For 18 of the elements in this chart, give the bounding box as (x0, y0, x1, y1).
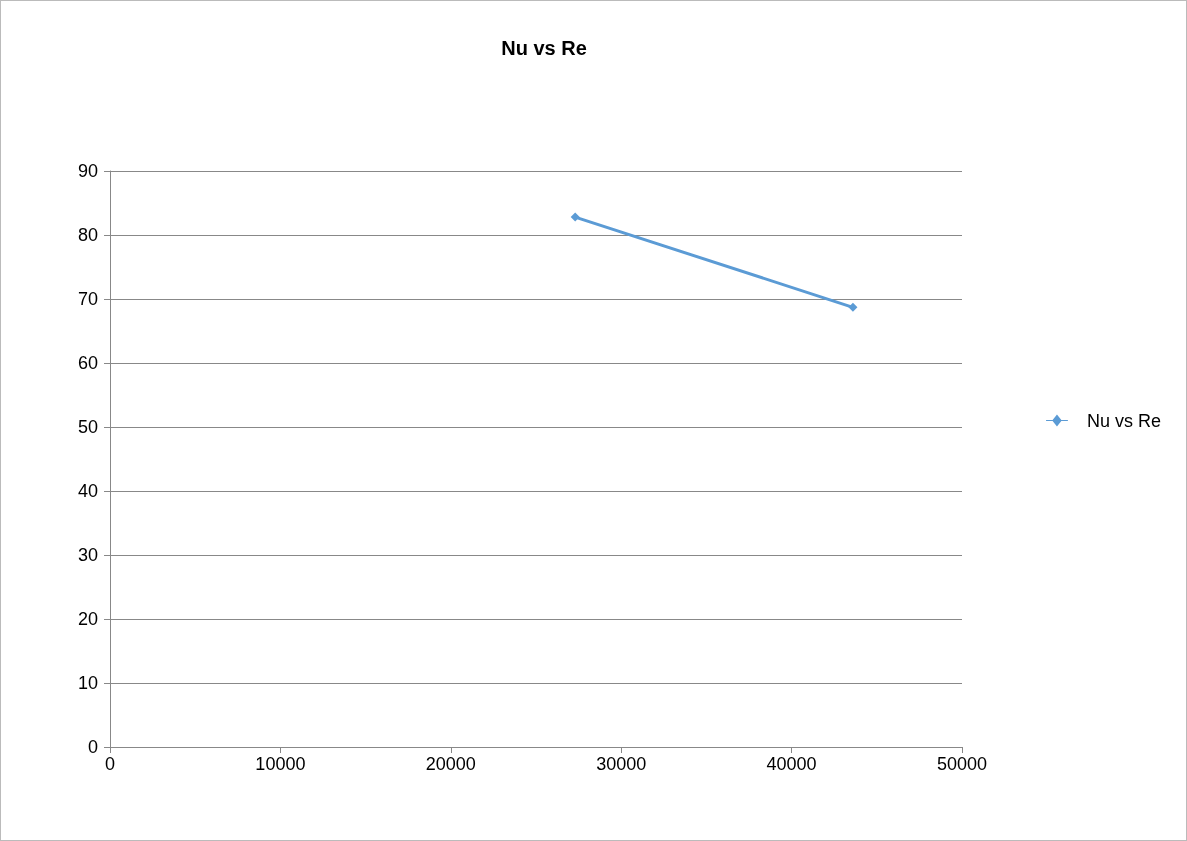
x-tick-label: 10000 (255, 754, 306, 774)
x-tick-label: 20000 (425, 754, 476, 774)
y-tick-label: 60 (77, 353, 98, 373)
x-tick-label: 0 (104, 754, 116, 774)
y-tick-label: 20 (77, 609, 98, 629)
chart-title: Nu vs Re (501, 37, 587, 59)
y-tick-label: 90 (77, 161, 98, 181)
y-tick-label: 70 (77, 289, 98, 309)
x-tick-label: 40000 (766, 754, 817, 774)
y-tick-label: 50 (77, 417, 98, 437)
legend-label: Nu vs Re (1086, 410, 1162, 431)
x-tick-label: 30000 (596, 754, 647, 774)
y-tick-label: 40 (77, 481, 98, 501)
y-tick-label: 80 (77, 225, 98, 245)
x-tick-label: 50000 (936, 754, 988, 774)
y-tick-label: 30 (77, 545, 98, 565)
y-tick-label: 10 (77, 673, 98, 693)
y-tick-label: 0 (87, 737, 98, 757)
